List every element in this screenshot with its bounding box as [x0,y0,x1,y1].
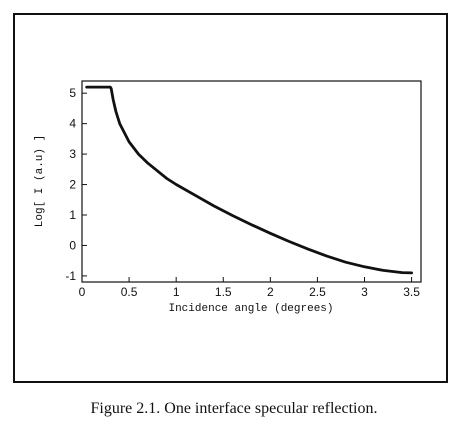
x-tick-label: 1.5 [215,285,232,299]
x-tick-label: 0.5 [121,285,138,299]
y-tick-label: 4 [69,117,76,131]
x-tick-label: 0 [79,285,86,299]
y-tick-label: 5 [69,86,76,100]
figure-caption: Figure 2.1. One interface specular refle… [90,400,378,417]
y-tick-label: 1 [69,208,76,222]
y-tick-label: 3 [69,147,76,161]
intensity-curve [85,85,413,275]
x-tick-label: 3.5 [403,285,420,299]
figure-frame: 0 0.5 1 1.5 2 2.5 3 3.5 -1 0 1 2 3 4 5 Incidence angl… [13,13,448,383]
y-tick-label: 0 [69,238,76,252]
x-tick-label: 2 [267,285,274,299]
x-axis: 0 0.5 1 1.5 2 2.5 3 3.5 [79,277,420,299]
x-tick-label: 2.5 [309,285,326,299]
y-tick-label: -1 [65,269,76,283]
x-axis-label: Incidence angle (degrees) [168,303,333,315]
y-axis: -1 0 1 2 3 4 5 [65,86,87,283]
y-axis-label: Log[ I (a.u) ] [34,135,46,227]
x-tick-label: 1 [173,285,180,299]
plot-area [81,80,422,283]
y-tick-label: 2 [69,178,76,192]
x-tick-label: 3 [361,285,368,299]
